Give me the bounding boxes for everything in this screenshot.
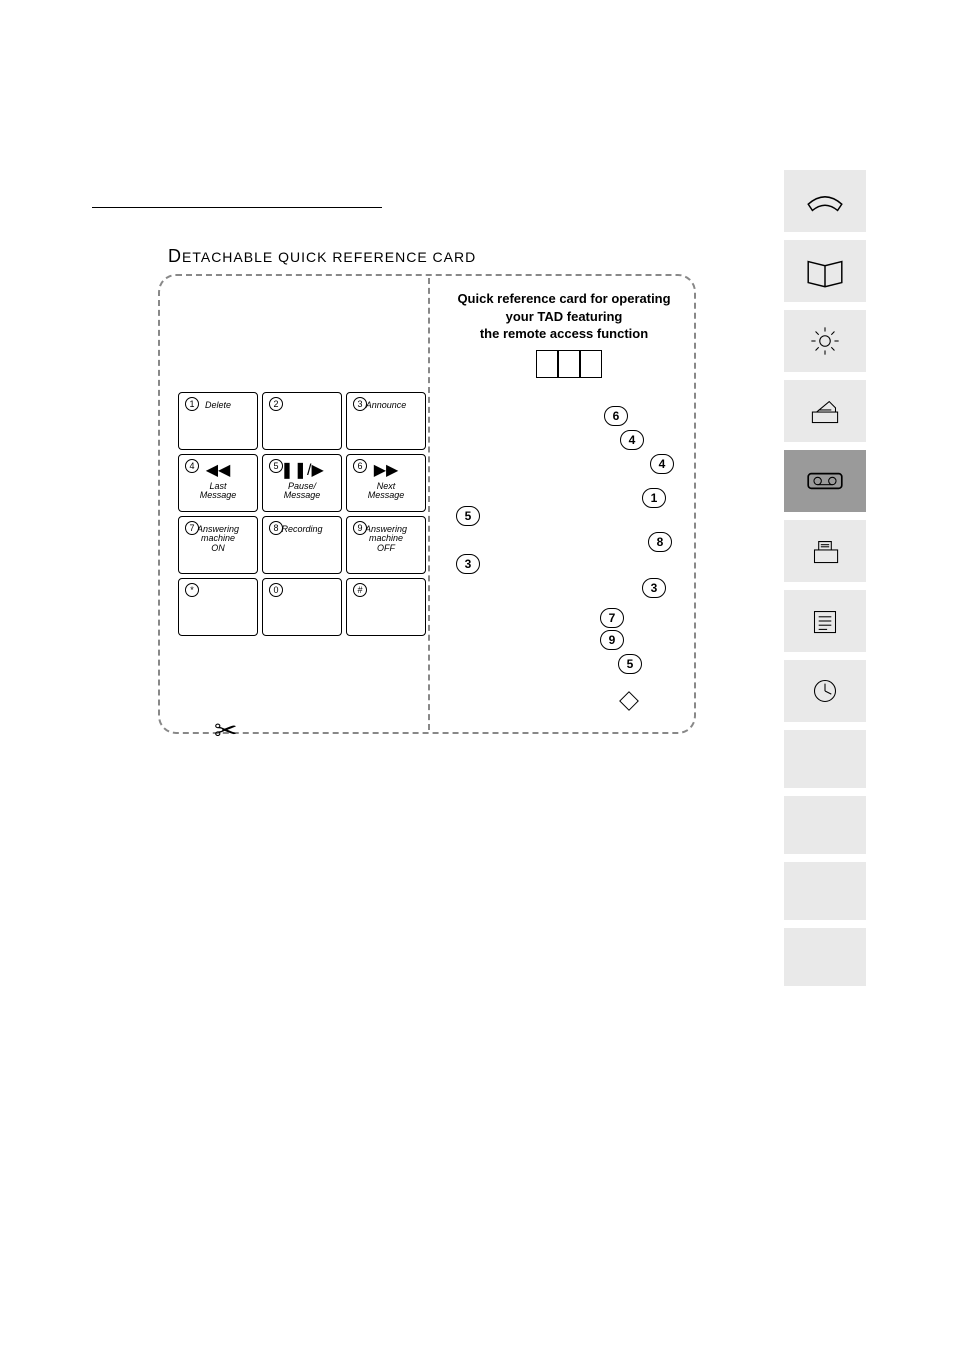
keypad-key-2: 2 (262, 392, 342, 450)
pin-boxes (536, 350, 602, 378)
title-cap: D (168, 246, 182, 266)
key-number-badge: # (353, 583, 367, 597)
tape-icon[interactable] (784, 450, 866, 512)
remote-code-chip: 8 (648, 532, 672, 552)
keypad-key-8: 8Recording (262, 516, 342, 574)
card-vertical-divider (428, 278, 430, 730)
sun-icon[interactable] (784, 310, 866, 372)
keypad: 1Delete 2 3Announce 4◀◀LastMessage5❚❚/▶Paus… (178, 392, 426, 636)
sidebar-tabs (784, 170, 866, 994)
keypad-key-#: # (346, 578, 426, 636)
key-number-badge: * (185, 583, 199, 597)
header-divider (92, 207, 382, 208)
card-header-line2: your TAD featuring (506, 309, 623, 324)
keypad-key-4: 4◀◀LastMessage (178, 454, 258, 512)
key-number-badge: 4 (185, 459, 199, 473)
sidebar-blank-tab (784, 796, 866, 854)
remote-code-chip: 3 (642, 578, 666, 598)
keypad-key-5: 5❚❚/▶Pause/Message (262, 454, 342, 512)
remote-code-chip: 9 (600, 630, 624, 650)
key-number-badge: 5 (269, 459, 283, 473)
keypad-key-6: 6▶▶NextMessage (346, 454, 426, 512)
key-number-badge: 2 (269, 397, 283, 411)
pin-box (536, 350, 558, 378)
pin-box (580, 350, 602, 378)
keypad-key-7: 7AnsweringmachineON (178, 516, 258, 574)
remote-code-chip: 5 (618, 654, 642, 674)
card-header: Quick reference card for operating your … (440, 290, 688, 343)
key-number-badge: 9 (353, 521, 367, 535)
keypad-key-9: 9AnsweringmachineOFF (346, 516, 426, 574)
key-number-badge: 6 (353, 459, 367, 473)
card-header-line1: Quick reference card for operating (457, 291, 670, 306)
scissors-icon: ✂ (214, 714, 237, 747)
fax-icon[interactable] (784, 520, 866, 582)
key-number-badge: 7 (185, 521, 199, 535)
remote-code-chip: 4 (650, 454, 674, 474)
keypad-key-3: 3Announce (346, 392, 426, 450)
key-number-badge: 0 (269, 583, 283, 597)
telephone-icon[interactable] (784, 170, 866, 232)
key-label: LastMessage (179, 482, 257, 501)
remote-code-chip: 7 (600, 608, 624, 628)
remote-code-chip: 5 (456, 506, 480, 526)
key-number-badge: 3 (353, 397, 367, 411)
clock-icon[interactable] (784, 660, 866, 722)
printer-icon[interactable] (784, 380, 866, 442)
key-number-badge: 1 (185, 397, 199, 411)
remote-code-chip: 4 (620, 430, 644, 450)
key-label: NextMessage (347, 482, 425, 501)
keypad-key-1: 1Delete (178, 392, 258, 450)
sidebar-blank-tab (784, 862, 866, 920)
key-number-badge: 8 (269, 521, 283, 535)
title-rest: ETACHABLE QUICK REFERENCE CARD (182, 249, 476, 265)
card-header-line3: the remote access function (480, 326, 648, 341)
section-title: DETACHABLE QUICK REFERENCE CARD (168, 246, 476, 267)
pin-box (558, 350, 580, 378)
sidebar-blank-tab (784, 928, 866, 986)
keypad-key-*: * (178, 578, 258, 636)
remote-code-chip: 3 (456, 554, 480, 574)
list-icon[interactable] (784, 590, 866, 652)
key-label: Pause/Message (263, 482, 341, 501)
keypad-key-0: 0 (262, 578, 342, 636)
book-icon[interactable] (784, 240, 866, 302)
remote-code-chip: 6 (604, 406, 628, 426)
sidebar-blank-tab (784, 730, 866, 788)
remote-code-chip: 1 (642, 488, 666, 508)
